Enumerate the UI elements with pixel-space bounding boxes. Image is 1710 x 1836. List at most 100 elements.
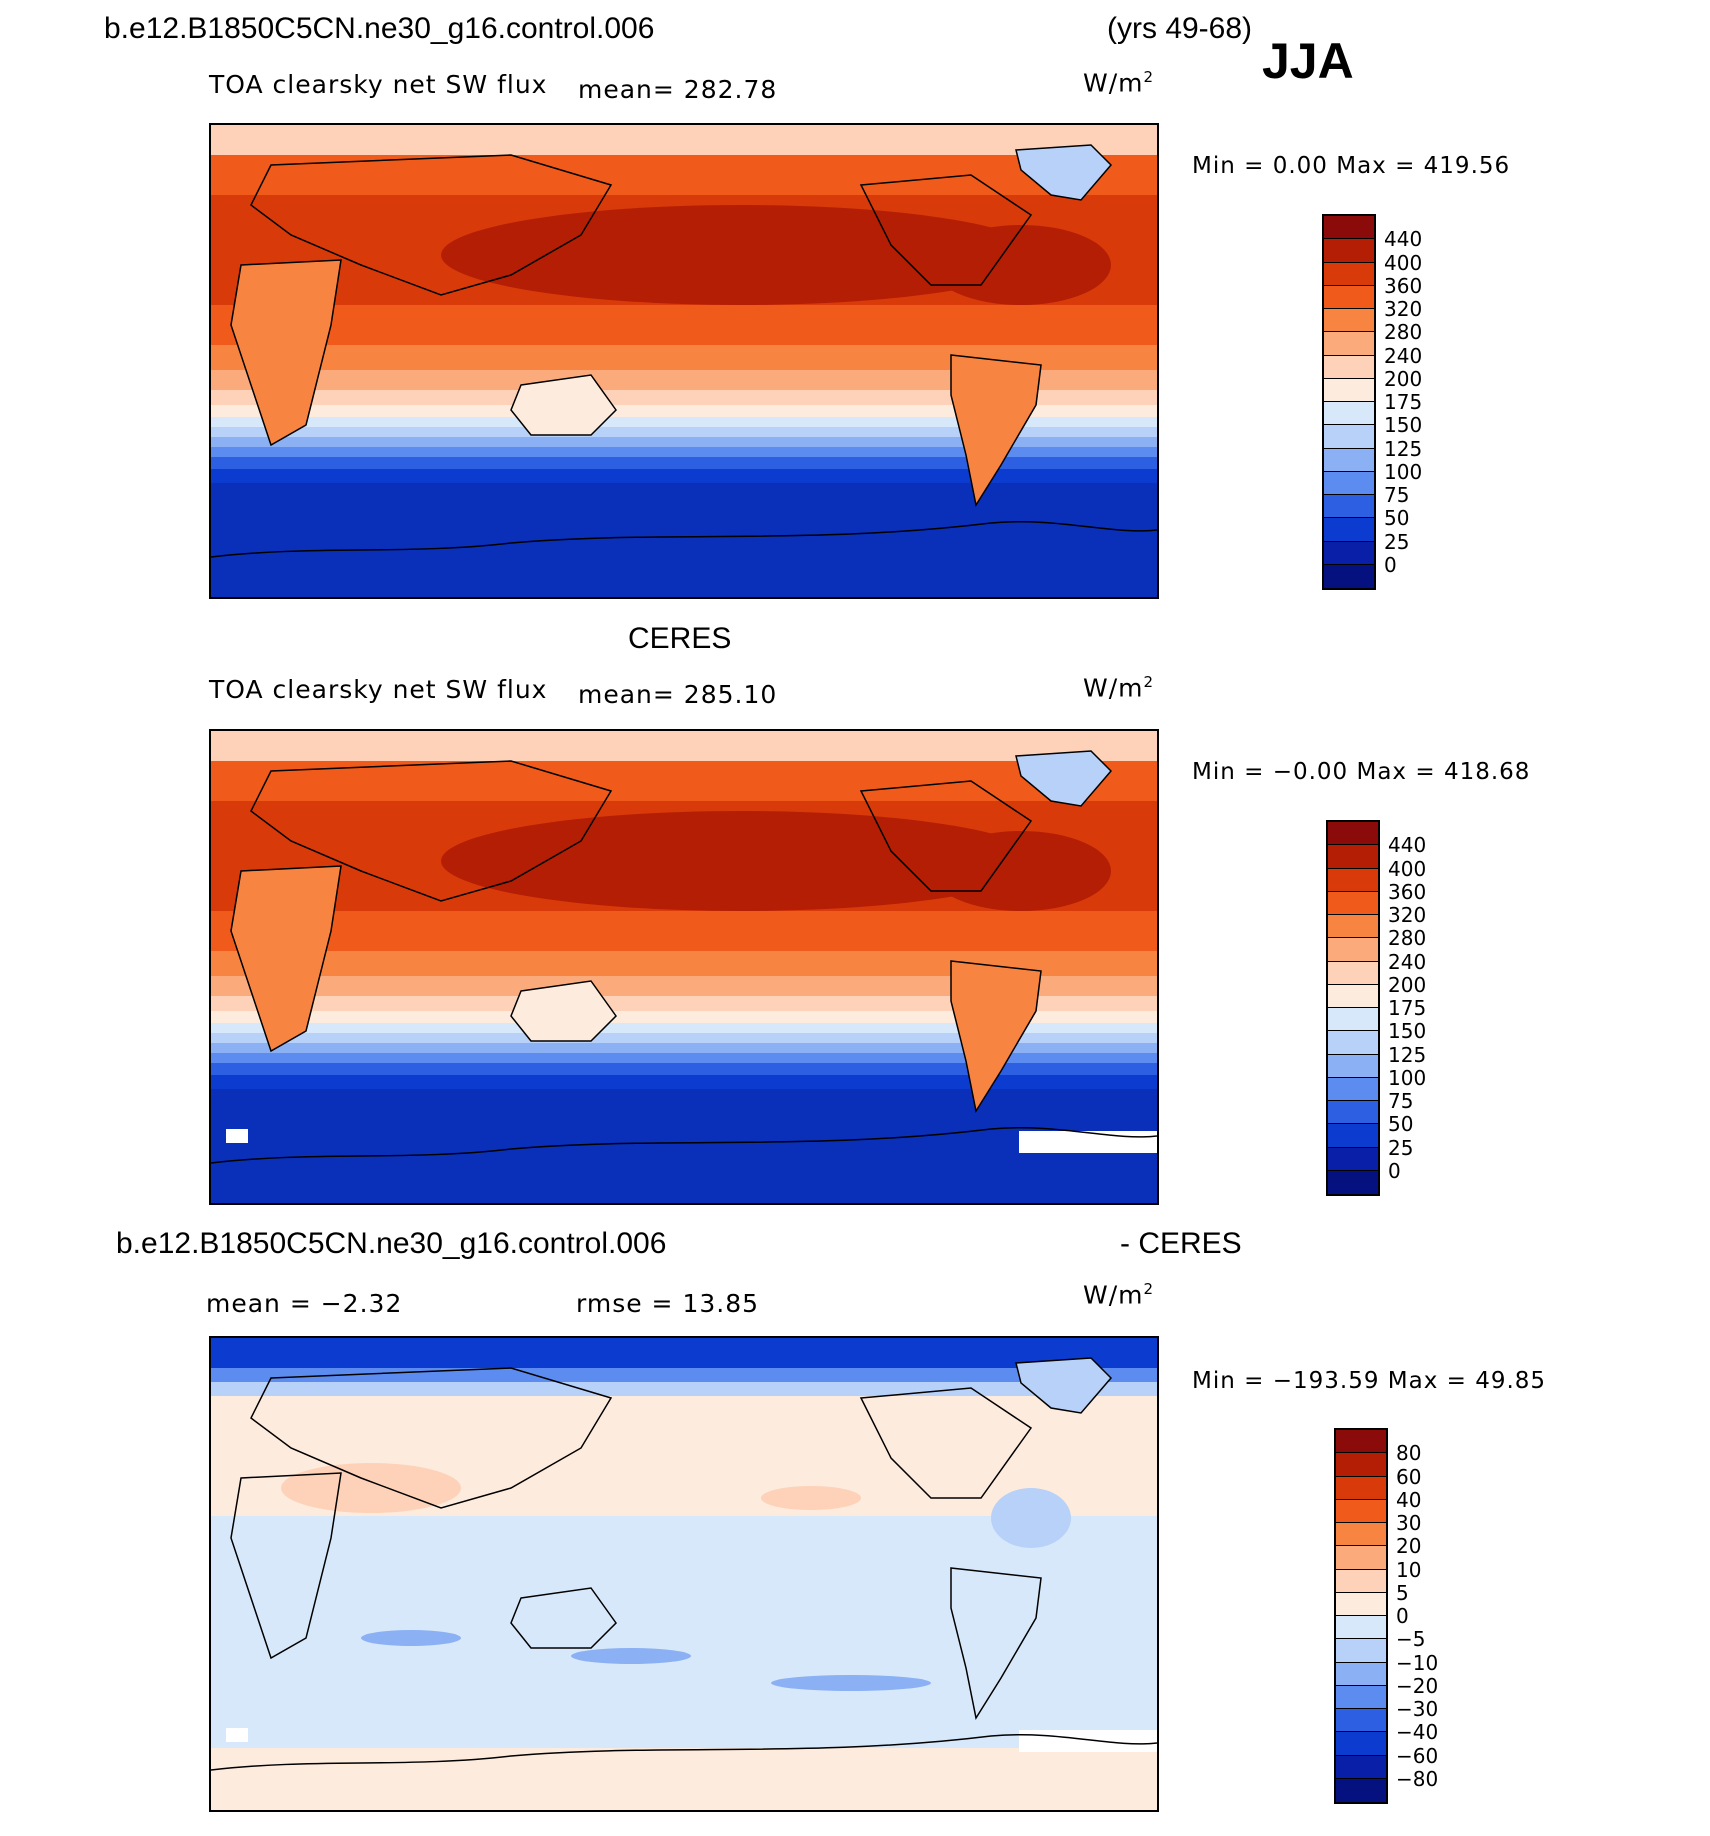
colorbar-swatch bbox=[1328, 822, 1378, 846]
colorbar-swatch bbox=[1328, 1147, 1378, 1171]
colorbar-tick-label: 440 bbox=[1384, 227, 1423, 252]
colorbar-swatch bbox=[1328, 1101, 1378, 1125]
panel2-ceres-map bbox=[209, 729, 1159, 1205]
panel3-units: W/m2 bbox=[1083, 1280, 1155, 1310]
colorbar-swatch bbox=[1336, 1778, 1386, 1802]
panel1-variable: TOA clearsky net SW flux bbox=[209, 70, 548, 99]
panel1-minmax: Min = 0.00 Max = 419.56 bbox=[1192, 153, 1511, 179]
panel2-variable: TOA clearsky net SW flux bbox=[209, 675, 548, 704]
colorbar-tick-label: −40 bbox=[1396, 1720, 1439, 1745]
colorbar-tick-label: 280 bbox=[1384, 320, 1423, 345]
colorbar-tick-label: 50 bbox=[1388, 1112, 1414, 1137]
colorbar-tick-label: 20 bbox=[1396, 1534, 1422, 1559]
colorbar-swatch bbox=[1324, 495, 1374, 519]
colorbar-tick-label: 200 bbox=[1384, 366, 1423, 391]
colorbar-swatch bbox=[1336, 1499, 1386, 1523]
case-title: b.e12.B1850C5CN.ne30_g16.control.006 bbox=[104, 12, 655, 45]
colorbar-swatch bbox=[1336, 1569, 1386, 1593]
colorbar-tick-label: 240 bbox=[1388, 949, 1427, 974]
colorbar-swatch bbox=[1336, 1732, 1386, 1756]
panel3-difference-map bbox=[209, 1336, 1159, 1812]
colorbar-tick-label: 75 bbox=[1384, 483, 1410, 507]
colorbar-swatch bbox=[1328, 891, 1378, 915]
colorbar-swatch bbox=[1328, 845, 1378, 869]
colorbar-swatch bbox=[1324, 378, 1374, 402]
colorbar-tick-label: 175 bbox=[1388, 996, 1427, 1020]
colorbar-swatch bbox=[1328, 1054, 1378, 1078]
panel1-units: W/m2 bbox=[1083, 68, 1155, 98]
colorbar-swatch bbox=[1336, 1430, 1386, 1454]
colorbar-tick-label: 150 bbox=[1384, 413, 1423, 438]
colorbar-swatch bbox=[1328, 915, 1378, 939]
colorbar-swatch bbox=[1324, 425, 1374, 449]
colorbar-swatch bbox=[1336, 1546, 1386, 1570]
colorbar-tick-label: 100 bbox=[1384, 459, 1423, 484]
colorbar-swatch bbox=[1328, 1124, 1378, 1148]
colorbar-tick-label: −60 bbox=[1396, 1743, 1439, 1768]
colorbar-swatch bbox=[1324, 402, 1374, 426]
panel2-minmax: Min = −0.00 Max = 418.68 bbox=[1192, 759, 1531, 785]
panel3-rmse: rmse = 13.85 bbox=[576, 1289, 760, 1318]
colorbar-tick-label: 125 bbox=[1388, 1042, 1427, 1067]
panel2-title: CERES bbox=[628, 622, 732, 655]
colorbar-tick-label: 400 bbox=[1388, 856, 1427, 881]
panel1-mean: mean= 282.78 bbox=[578, 75, 778, 104]
colorbar-tick-label: 100 bbox=[1388, 1065, 1427, 1090]
colorbar-tick-label: 240 bbox=[1384, 343, 1423, 368]
colorbar-swatch bbox=[1336, 1662, 1386, 1686]
colorbar-swatch bbox=[1324, 448, 1374, 472]
colorbar-swatch bbox=[1324, 309, 1374, 333]
colorbar-tick-label: 175 bbox=[1384, 390, 1423, 414]
colorbar-swatch bbox=[1324, 239, 1374, 263]
colorbar-tick-label: 0 bbox=[1396, 1604, 1409, 1628]
colorbar-swatch bbox=[1324, 471, 1374, 495]
colorbar-swatch bbox=[1324, 216, 1374, 240]
colorbar-tick-label: 25 bbox=[1388, 1135, 1414, 1160]
colorbar-swatch bbox=[1336, 1709, 1386, 1733]
panel1-model-map bbox=[209, 123, 1159, 599]
panel2-colorbar bbox=[1326, 820, 1380, 1196]
colorbar-tick-label: 25 bbox=[1384, 529, 1410, 554]
colorbar-swatch bbox=[1328, 984, 1378, 1008]
colorbar-tick-label: 360 bbox=[1388, 879, 1427, 904]
colorbar-swatch bbox=[1336, 1523, 1386, 1547]
colorbar-tick-label: 5 bbox=[1396, 1580, 1409, 1605]
colorbar-tick-label: 125 bbox=[1384, 436, 1423, 461]
colorbar-tick-label: −10 bbox=[1396, 1650, 1439, 1675]
panel2-mean: mean= 285.10 bbox=[578, 680, 778, 709]
colorbar-swatch bbox=[1328, 938, 1378, 962]
colorbar-tick-label: 0 bbox=[1388, 1158, 1401, 1183]
colorbar-tick-label: −30 bbox=[1396, 1697, 1439, 1721]
colorbar-swatch bbox=[1328, 1031, 1378, 1055]
colorbar-swatch bbox=[1336, 1453, 1386, 1477]
colorbar-tick-label: 0 bbox=[1384, 552, 1397, 577]
colorbar-swatch bbox=[1324, 541, 1374, 565]
colorbar-tick-label: 40 bbox=[1396, 1487, 1422, 1512]
colorbar-tick-label: 30 bbox=[1396, 1511, 1422, 1535]
years-label: (yrs 49-68) bbox=[1107, 12, 1253, 45]
colorbar-tick-label: 440 bbox=[1388, 833, 1427, 858]
colorbar-tick-label: 320 bbox=[1388, 903, 1427, 927]
colorbar-swatch bbox=[1324, 332, 1374, 356]
colorbar-swatch bbox=[1336, 1592, 1386, 1616]
colorbar-swatch bbox=[1324, 518, 1374, 542]
colorbar-swatch bbox=[1336, 1685, 1386, 1709]
colorbar-tick-label: 280 bbox=[1388, 926, 1427, 951]
colorbar-swatch bbox=[1328, 961, 1378, 985]
colorbar-swatch bbox=[1328, 1008, 1378, 1032]
colorbar-tick-label: 10 bbox=[1396, 1557, 1422, 1582]
colorbar-tick-label: 50 bbox=[1384, 506, 1410, 531]
panel3-mean: mean = −2.32 bbox=[206, 1289, 403, 1318]
colorbar-swatch bbox=[1328, 1170, 1378, 1194]
colorbar-swatch bbox=[1324, 285, 1374, 309]
panel2-units: W/m2 bbox=[1083, 673, 1155, 703]
colorbar-swatch bbox=[1336, 1755, 1386, 1779]
colorbar-tick-label: 75 bbox=[1388, 1089, 1414, 1113]
colorbar-tick-label: −20 bbox=[1396, 1673, 1439, 1698]
season-label: JJA bbox=[1262, 33, 1354, 89]
colorbar-tick-label: 320 bbox=[1384, 297, 1423, 321]
colorbar-tick-label: 360 bbox=[1384, 273, 1423, 298]
panel1-colorbar bbox=[1322, 214, 1376, 590]
colorbar-swatch bbox=[1336, 1639, 1386, 1663]
colorbar-tick-label: 80 bbox=[1396, 1441, 1422, 1466]
